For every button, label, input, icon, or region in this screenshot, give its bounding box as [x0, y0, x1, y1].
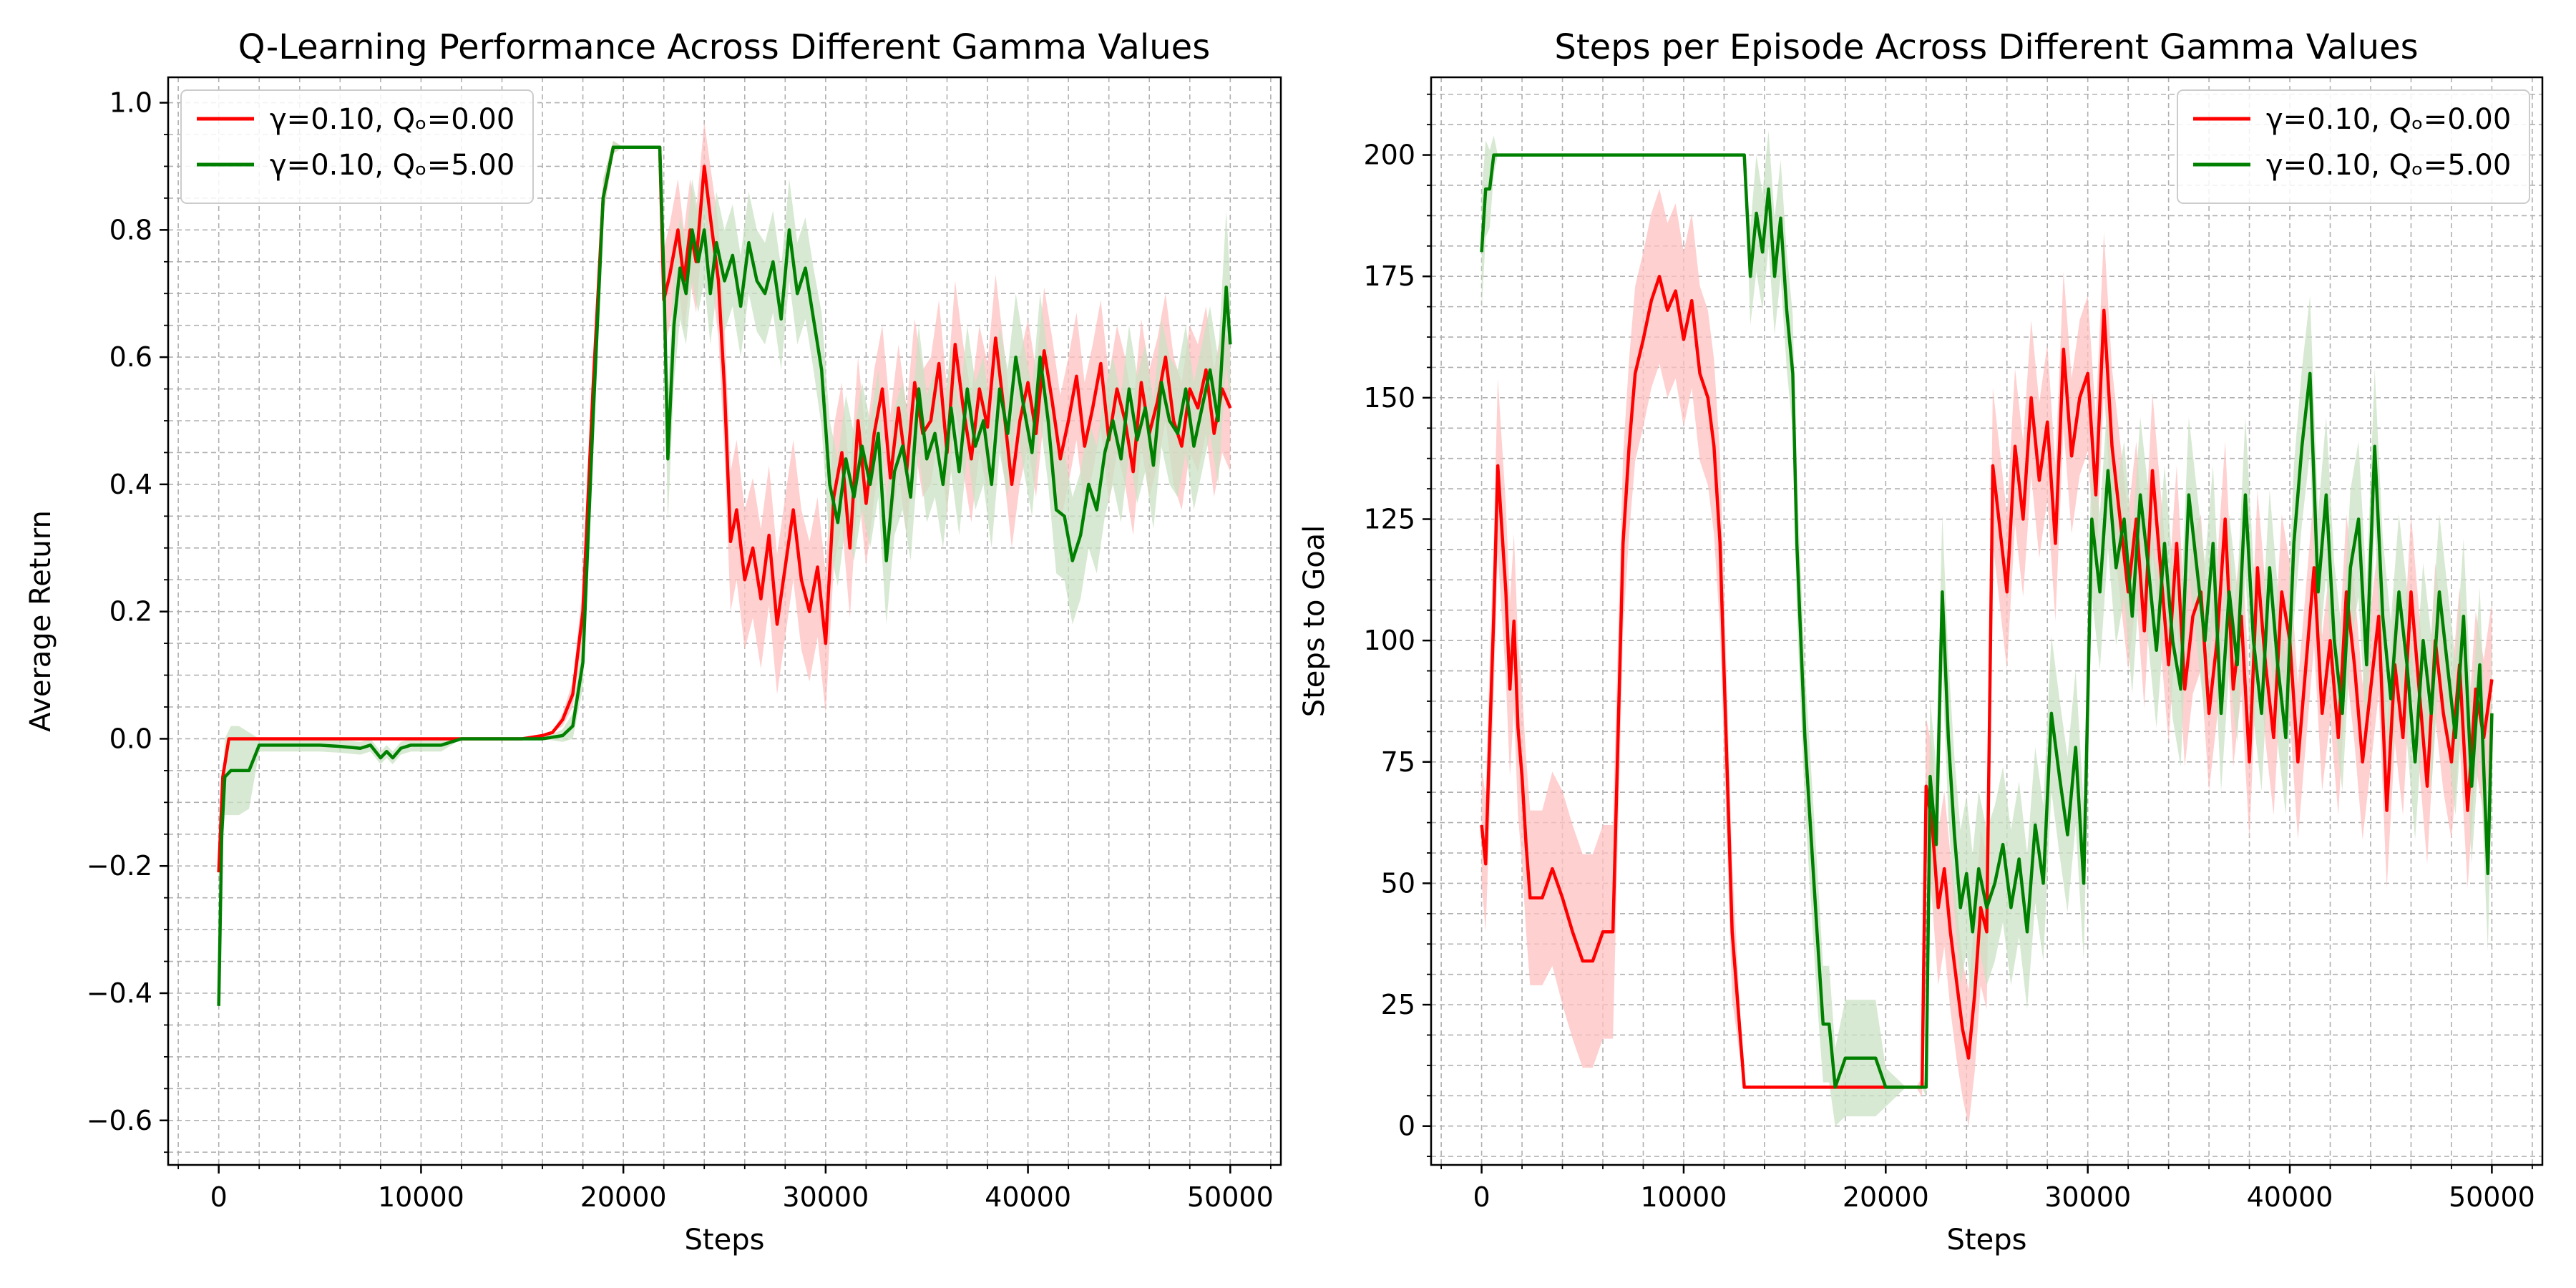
y-tick-label: 0: [1398, 1111, 1415, 1142]
y-tick-labels: 0 25 50 75 100 125 150 175 200: [1363, 140, 1415, 1142]
y-tick-labels: −0.6 −0.4 −0.2 0.0 0.2 0.4 0.6 0.8 1.0: [87, 87, 152, 1136]
confidence-bands: [218, 122, 1231, 1019]
legend-box: [2177, 89, 2530, 204]
x-tick-label: 0: [210, 1181, 228, 1213]
y-tick-label: −0.6: [87, 1105, 152, 1136]
x-tick-label: 0: [1473, 1181, 1490, 1213]
legend: γ=0.10, Qₒ=0.00 γ=0.10, Qₒ=5.00: [180, 89, 534, 204]
y-tick-label: 125: [1363, 504, 1415, 535]
confidence-band-green: [218, 140, 1231, 1019]
y-tick-label: 0.2: [109, 596, 152, 628]
chart-title: Q-Learning Performance Across Different …: [238, 27, 1210, 67]
series-line-red: [217, 145, 1232, 873]
legend-box: [180, 89, 534, 204]
x-axis-label: Steps: [685, 1224, 765, 1257]
plot-frame: [167, 76, 1282, 1166]
legend-label: γ=0.10, Qₒ=0.00: [270, 103, 514, 136]
y-tick-label: 75: [1381, 746, 1415, 778]
y-tick-label: 0.8: [109, 214, 152, 245]
chart-average-return: Q-Learning Performance Across Different …: [24, 27, 1282, 1257]
series-line-red: [1480, 274, 2494, 1089]
legend-label: γ=0.10, Qₒ=5.00: [2266, 149, 2511, 182]
series-lines: [1480, 153, 2494, 1089]
x-tick-label: 40000: [2247, 1181, 2333, 1213]
x-axis-label: Steps: [1947, 1224, 2027, 1257]
x-tick-label: 10000: [378, 1181, 464, 1213]
legend-label: γ=0.10, Qₒ=0.00: [2266, 103, 2511, 136]
x-tick-label: 10000: [1641, 1181, 1727, 1213]
x-tick-labels: 0 10000 20000 30000 40000 50000: [210, 1181, 1274, 1213]
y-tick-label: 0.6: [109, 341, 152, 373]
x-tick-label: 50000: [2449, 1181, 2535, 1213]
axis-ticks: [160, 102, 1272, 1174]
grid: [1431, 77, 2542, 1165]
y-tick-label: 50: [1381, 867, 1415, 899]
y-tick-label: 0.0: [109, 723, 152, 754]
y-tick-label: 0.4: [109, 469, 152, 500]
chart-steps-to-goal: Steps per Episode Across Different Gamma…: [1298, 27, 2544, 1257]
series-lines: [217, 145, 1232, 1006]
y-tick-label: 1.0: [109, 87, 152, 119]
x-tick-label: 40000: [985, 1181, 1071, 1213]
axis-ticks: [1423, 93, 2533, 1174]
y-tick-label: 150: [1363, 382, 1415, 414]
series-line-green: [217, 145, 1232, 1006]
x-tick-label: 50000: [1187, 1181, 1274, 1213]
legend-label: γ=0.10, Qₒ=5.00: [270, 149, 514, 182]
x-tick-label: 20000: [1843, 1181, 1929, 1213]
x-tick-label: 30000: [782, 1181, 869, 1213]
x-tick-label: 20000: [580, 1181, 667, 1213]
y-tick-label: 200: [1363, 140, 1415, 171]
y-tick-label: 175: [1363, 260, 1415, 292]
legend: γ=0.10, Qₒ=0.00 γ=0.10, Qₒ=5.00: [2177, 89, 2530, 204]
y-tick-label: 25: [1381, 989, 1415, 1020]
x-tick-label: 30000: [2044, 1181, 2131, 1213]
series-line-green: [1480, 153, 2494, 1089]
chart-title: Steps per Episode Across Different Gamma…: [1554, 27, 2418, 67]
x-tick-labels: 0 10000 20000 30000 40000 50000: [1473, 1181, 2534, 1213]
grid: [168, 77, 1281, 1165]
y-tick-label: −0.2: [87, 850, 152, 882]
plot-frame: [1430, 76, 2544, 1166]
y-axis-label: Average Return: [24, 510, 57, 732]
y-tick-label: 100: [1363, 625, 1415, 656]
y-tick-label: −0.4: [87, 977, 152, 1009]
y-axis-label: Steps to Goal: [1298, 525, 1331, 718]
